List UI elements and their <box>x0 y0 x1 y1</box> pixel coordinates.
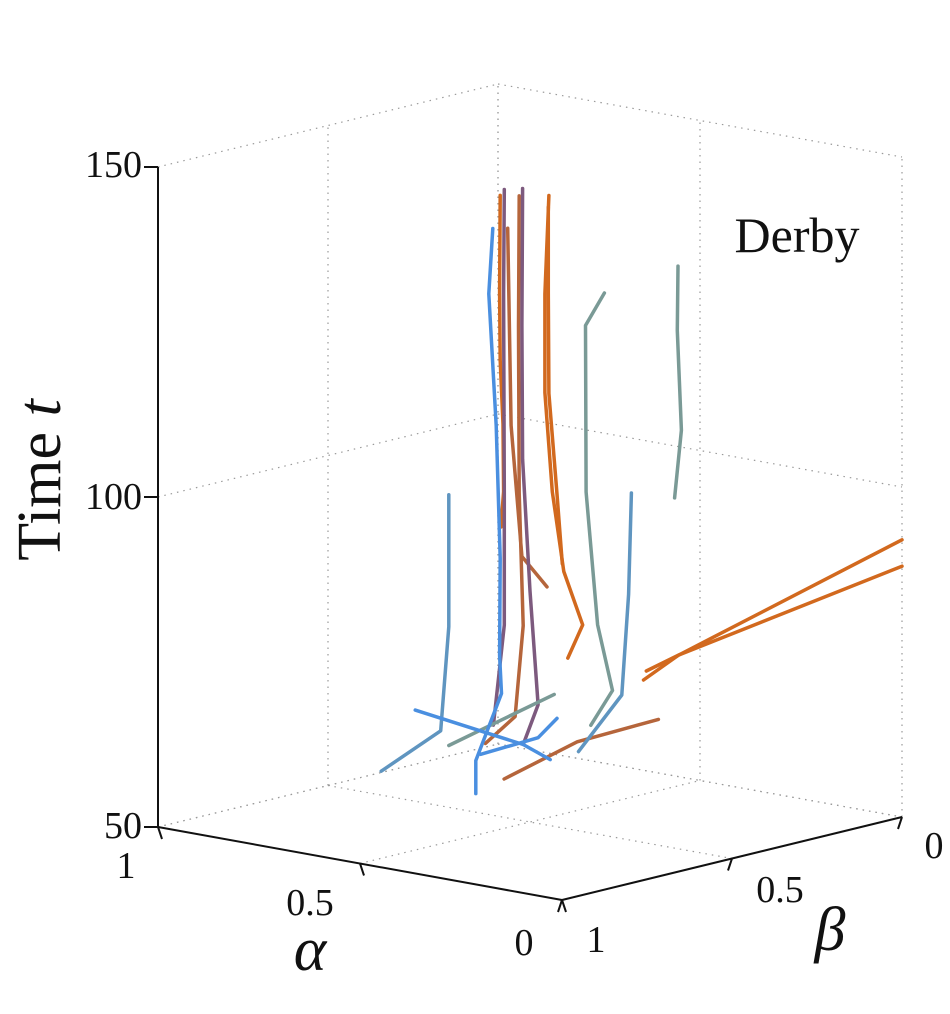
trajectory-line-18 <box>413 708 552 762</box>
alpha-axis-label: α <box>294 916 328 984</box>
trajectory-line-15 <box>576 491 634 754</box>
grid-line <box>497 413 903 488</box>
trajectory-line-8 <box>505 226 549 589</box>
alpha-tick <box>157 826 163 840</box>
trajectory-line-9 <box>520 186 540 747</box>
beta-tick <box>557 899 563 913</box>
alpha-tick-label: 0 <box>515 922 534 964</box>
trajectory-line-7 <box>502 717 661 781</box>
z-axis-label: Time t <box>6 398 74 561</box>
trajectory-line-11 <box>583 291 615 728</box>
grid-line <box>327 784 733 860</box>
axes-layer <box>144 166 903 913</box>
trajectory-line-13 <box>447 692 556 748</box>
trajectory-line-2 <box>543 193 585 660</box>
z-tick-label: 100 <box>85 476 142 518</box>
trajectory-line-6 <box>483 194 525 746</box>
alpha-tick-label: 1 <box>117 845 136 887</box>
trajectory-line-5 <box>546 205 565 566</box>
alpha-tick <box>359 863 365 876</box>
beta-axis-label: β <box>814 896 846 964</box>
alpha-tick-label: 0.5 <box>286 882 334 924</box>
trajectory-line-12 <box>672 264 684 500</box>
chart-annotation: Derby <box>735 207 860 263</box>
z-tick-label: 150 <box>85 144 142 186</box>
trajectory-line-4 <box>644 564 904 673</box>
z-axis-label-main: Time <box>6 417 74 561</box>
series-layer <box>379 186 904 796</box>
trajectory-line-3 <box>641 538 904 682</box>
beta-tick-label: 1 <box>587 919 606 961</box>
trajectory-line-14 <box>379 492 451 773</box>
beta-tick <box>727 858 733 871</box>
z-axis-label-var: t <box>6 398 74 417</box>
alpha-tick <box>561 899 567 913</box>
trajectory-line-17 <box>478 716 559 757</box>
grid-line <box>359 779 701 865</box>
beta-tick-label: 0 <box>925 825 944 867</box>
beta-tick-label: 0.5 <box>756 869 804 911</box>
trajectory-line-16 <box>474 226 504 796</box>
z-tick-label: 50 <box>104 805 142 847</box>
beta-tick <box>897 816 903 830</box>
grid-line <box>157 413 499 498</box>
